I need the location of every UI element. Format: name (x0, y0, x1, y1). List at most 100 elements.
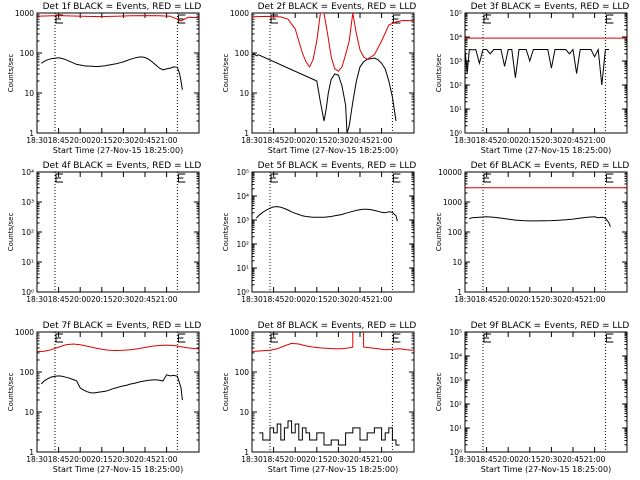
x-tick-label: 20:15 (306, 295, 328, 304)
x-tick-label: 20:15 (91, 136, 113, 145)
x-tick-label: 21:00 (584, 295, 606, 304)
x-tick-label: 20:45 (134, 136, 156, 145)
y-axis-label: Counts/sec (7, 373, 15, 412)
panel-title: Det 4f BLACK = Events, RED = LLD (43, 161, 202, 171)
events-series-line (252, 53, 397, 133)
lld-series-line (252, 13, 414, 72)
y-tick-label: 10² (236, 240, 249, 249)
y-tick-label: 10³ (236, 216, 249, 225)
x-tick-label: 18:45 (263, 136, 285, 145)
y-tick-label: 10⁰ (236, 288, 249, 297)
y-tick-label: 100 (20, 368, 35, 377)
series-group (255, 206, 398, 222)
x-axis-label: Start Time (27-Nov-15 18:25:00) (268, 465, 398, 474)
y-tick-label: 10¹ (21, 258, 34, 267)
plot-frame (36, 171, 200, 293)
panel-title: Det 8f BLACK = Events, RED = LLD (258, 321, 417, 331)
y-axis-label: Counts/sec (222, 373, 230, 412)
y-tick-label: 10 (24, 408, 34, 417)
y-tick-label: 10² (449, 400, 462, 409)
marker-glyph (605, 333, 614, 343)
y-tick-label: 10⁴ (449, 352, 462, 361)
x-tick-label: 20:30 (541, 136, 563, 145)
events-series-line (40, 374, 183, 401)
y-axis-label: Counts/sec (435, 54, 443, 93)
y-tick-label: 10 (239, 408, 249, 417)
marker-glyph (605, 14, 614, 24)
x-axis-label: Start Time (27-Nov-15 18:25:00) (481, 146, 611, 155)
x-tick-label: 20:30 (113, 295, 135, 304)
y-tick-label: 10⁴ (236, 192, 249, 201)
y-tick-label: 10³ (449, 57, 462, 66)
series-group (465, 187, 627, 227)
y-tick-label: 10000 (438, 168, 462, 177)
y-tick-label: 10 (239, 89, 249, 98)
plot-frame (464, 331, 628, 453)
y-tick-label: 10⁵ (449, 328, 462, 337)
lld-series-line (37, 343, 199, 353)
x-tick-label: 18:30 (454, 455, 476, 464)
plot-frame (464, 171, 628, 293)
y-tick-label: 1 (244, 448, 249, 457)
y-tick-label: 10⁵ (236, 168, 249, 177)
marker-glyph (483, 173, 491, 183)
y-axis-label: Counts/sec (222, 213, 230, 252)
x-tick-label: 20:00 (497, 136, 519, 145)
x-tick-label: 20:45 (562, 136, 584, 145)
panel-det-3: Det 3f BLACK = Events, RED = LLD 10⁰ 10¹ 10… (435, 2, 630, 155)
plot-frame (251, 171, 415, 293)
panel-det-6: Det 6f BLACK = Events, RED = LLD 1 10 100 10… (435, 161, 629, 304)
x-tick-label: 20:30 (328, 136, 350, 145)
x-axis-label: Start Time (27-Nov-15 18:25:00) (53, 465, 183, 474)
x-tick-label: 20:15 (91, 455, 113, 464)
plot-frame (464, 12, 628, 134)
marker-glyph (270, 333, 278, 343)
marker-glyph (483, 333, 491, 343)
x-tick-label: 18:30 (241, 295, 263, 304)
x-tick-label: 21:00 (156, 295, 178, 304)
series-group (252, 332, 414, 446)
y-tick-label: 1000 (15, 328, 34, 337)
y-tick-label: 10⁵ (449, 9, 462, 18)
x-tick-label: 20:00 (69, 455, 91, 464)
events-series-line (259, 420, 400, 446)
series-group (37, 343, 199, 401)
x-axis-label: Start Time (27-Nov-15 18:25:00) (481, 465, 611, 474)
x-tick-label: 20:00 (497, 295, 519, 304)
x-tick-label: 21:00 (584, 455, 606, 464)
y-tick-label: 1000 (230, 9, 249, 18)
x-tick-label: 20:45 (349, 295, 371, 304)
x-tick-label: 21:00 (371, 455, 393, 464)
events-series-line (255, 206, 398, 222)
x-tick-label: 21:00 (584, 136, 606, 145)
x-tick-label: 20:15 (306, 455, 328, 464)
marker-glyph (177, 333, 186, 343)
x-axis-label: Start Time (27-Nov-15 18:25:00) (53, 146, 183, 155)
y-tick-label: 10⁰ (449, 129, 462, 138)
x-tick-label: 20:15 (519, 295, 541, 304)
y-tick-label: 10 (24, 89, 34, 98)
y-tick-label: 10³ (21, 198, 34, 207)
y-axis-label: Counts/sec (7, 54, 15, 93)
panel-title: Det 5f BLACK = Events, RED = LLD (258, 161, 417, 171)
y-tick-label: 10 (452, 258, 462, 267)
events-series-line (41, 56, 183, 90)
y-tick-label: 100 (448, 228, 463, 237)
panel-title: Det 3f BLACK = Events, RED = LLD (471, 2, 630, 12)
x-tick-label: 20:00 (69, 136, 91, 145)
panel-title: Det 2f BLACK = Events, RED = LLD (258, 2, 417, 12)
x-axis-label: Start Time (27-Nov-15 18:25:00) (268, 146, 398, 155)
x-tick-label: 21:00 (156, 136, 178, 145)
panel-title: Det 7f BLACK = Events, RED = LLD (43, 321, 202, 331)
marker-glyph (392, 173, 401, 183)
x-tick-label: 20:45 (134, 295, 156, 304)
x-tick-label: 18:30 (26, 455, 48, 464)
x-tick-label: 18:30 (241, 136, 263, 145)
marker-glyph (177, 173, 186, 183)
y-tick-label: 1 (29, 448, 34, 457)
marker-glyph (270, 173, 278, 183)
y-tick-label: 100 (235, 49, 250, 58)
marker-glyph (392, 14, 401, 24)
x-tick-label: 21:00 (371, 295, 393, 304)
